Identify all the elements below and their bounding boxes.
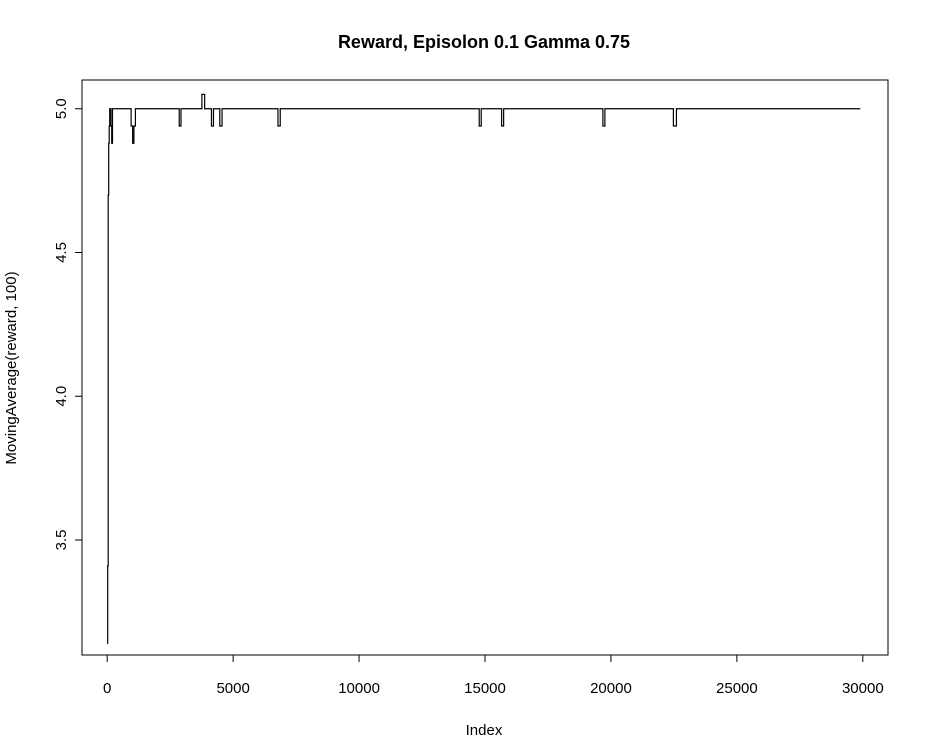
x-axis-label: Index: [466, 722, 503, 739]
x-tick-label: 15000: [464, 680, 506, 697]
chart-title: Reward, Episolon 0.1 Gamma 0.75: [338, 32, 630, 52]
x-tick-label: 20000: [590, 680, 632, 697]
x-tick-label: 10000: [338, 680, 380, 697]
y-tick-label: 5.0: [53, 98, 70, 119]
y-axis-label: MovingAverage(reward, 100): [3, 271, 20, 464]
y-tick-label: 4.0: [53, 386, 70, 407]
x-tick-label: 30000: [842, 680, 884, 697]
y-tick-label: 4.5: [53, 242, 70, 263]
y-axis: 3.5 4.0 4.5 5.0: [53, 98, 83, 551]
x-tick-label: 0: [103, 680, 111, 697]
series-line: [107, 93, 861, 645]
y-tick-label: 3.5: [53, 530, 70, 551]
x-tick-label: 25000: [716, 680, 758, 697]
plot-frame: [81, 79, 889, 656]
x-tick-label: 5000: [216, 680, 249, 697]
x-axis: 0 5000 10000 15000 20000 25000 30000: [103, 654, 884, 697]
